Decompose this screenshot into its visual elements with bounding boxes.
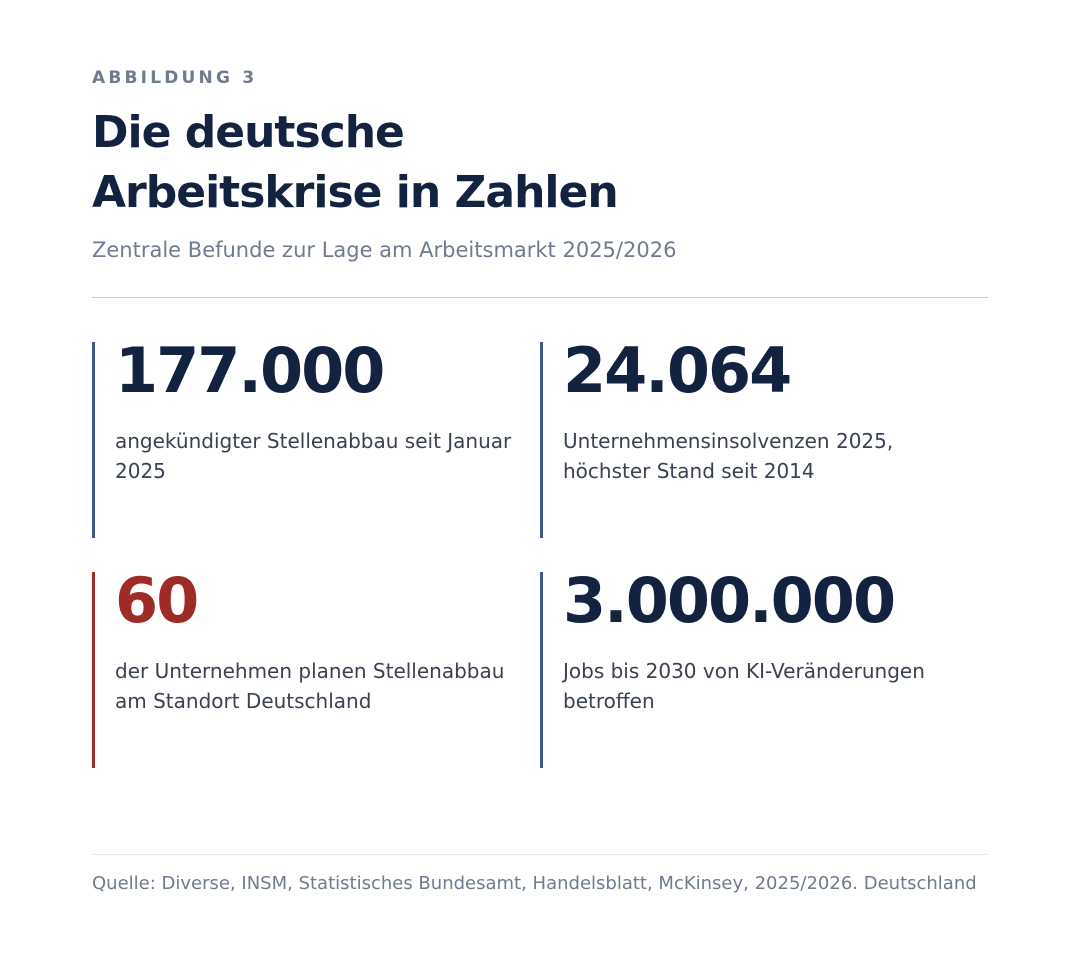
source-note: Quelle: Diverse, INSM, Statistisches Bun… [92, 873, 977, 894]
stat-value: 177.000 [115, 334, 385, 407]
stat-card-insolvencies: 24.064 Unternehmensinsolvenzen 2025, höc… [540, 338, 970, 538]
stat-card-ai-affected-jobs: 3.000.000 Jobs bis 2030 von KI-Veränderu… [540, 568, 970, 768]
stat-label: Jobs bis 2030 von KI-Veränderungen betro… [563, 659, 925, 713]
header-divider [92, 297, 988, 298]
figure-title-line-1: Die deutsche [92, 107, 405, 158]
stat-value: 60 [115, 564, 199, 637]
stat-value: 3.000.000 [563, 564, 896, 637]
stat-label: der Unternehmen planen Stellenabbau am S… [115, 659, 505, 713]
figure-title: Die deutsche Arbeitskrise in Zahlen [92, 103, 952, 223]
stat-label: Unternehmensinsolvenzen 2025, höchster S… [563, 429, 894, 483]
stat-card-companies-planning-cuts: 60 der Unternehmen planen Stellenabbau a… [92, 568, 522, 768]
figure-subtitle: Zentrale Befunde zur Lage am Arbeitsmark… [92, 238, 677, 262]
figure-title-line-2: Arbeitskrise in Zahlen [92, 167, 619, 218]
figure-eyebrow: ABBILDUNG 3 [92, 68, 258, 88]
stat-card-job-cuts: 177.000 angekündigter Stellenabbau seit … [92, 338, 522, 538]
stat-value: 24.064 [563, 334, 792, 407]
figure-card: ABBILDUNG 3 Die deutsche Arbeitskrise in… [92, 0, 988, 958]
stat-label: angekündigter Stellenabbau seit Januar 2… [115, 429, 512, 483]
footer-divider [92, 854, 988, 855]
